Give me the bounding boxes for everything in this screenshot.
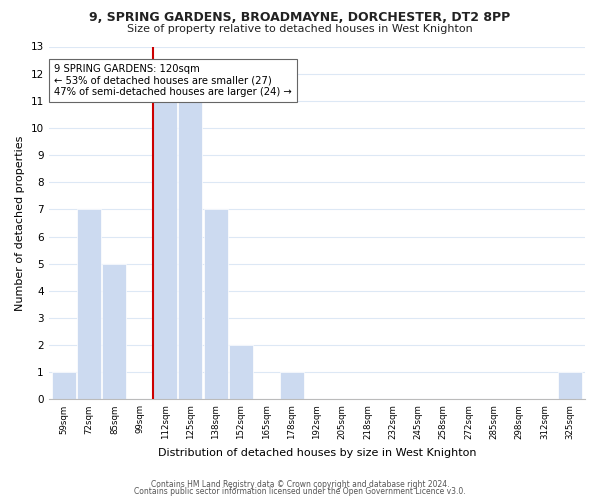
Bar: [178, 101, 202, 400]
Bar: [229, 345, 253, 400]
Bar: [103, 264, 127, 400]
Bar: [52, 372, 76, 400]
Bar: [558, 372, 582, 400]
Text: Size of property relative to detached houses in West Knighton: Size of property relative to detached ho…: [127, 24, 473, 34]
Bar: [153, 101, 177, 400]
Bar: [77, 210, 101, 400]
Bar: [280, 372, 304, 400]
Text: 9, SPRING GARDENS, BROADMAYNE, DORCHESTER, DT2 8PP: 9, SPRING GARDENS, BROADMAYNE, DORCHESTE…: [89, 11, 511, 24]
Text: 9 SPRING GARDENS: 120sqm
← 53% of detached houses are smaller (27)
47% of semi-d: 9 SPRING GARDENS: 120sqm ← 53% of detach…: [54, 64, 292, 98]
X-axis label: Distribution of detached houses by size in West Knighton: Distribution of detached houses by size …: [158, 448, 476, 458]
Bar: [203, 210, 227, 400]
Text: Contains public sector information licensed under the Open Government Licence v3: Contains public sector information licen…: [134, 488, 466, 496]
Y-axis label: Number of detached properties: Number of detached properties: [15, 136, 25, 310]
Text: Contains HM Land Registry data © Crown copyright and database right 2024.: Contains HM Land Registry data © Crown c…: [151, 480, 449, 489]
